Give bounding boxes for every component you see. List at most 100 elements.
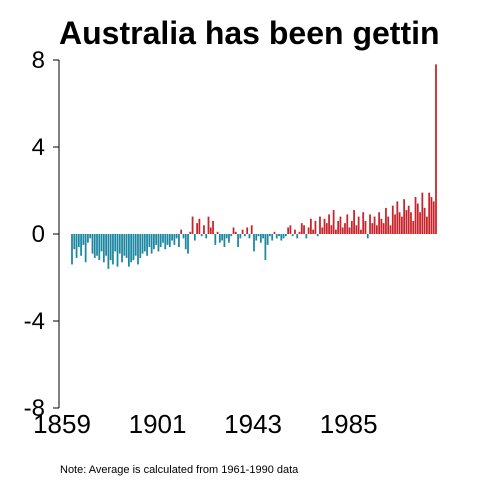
bar <box>303 225 305 234</box>
bar <box>430 197 433 234</box>
x-axis: 1859 1901 1943 1985 <box>33 409 377 439</box>
bar <box>275 234 278 239</box>
bar <box>187 234 189 254</box>
bar <box>319 216 321 234</box>
bar <box>218 234 221 243</box>
bar <box>419 212 421 234</box>
bar <box>312 229 315 234</box>
bar <box>269 234 271 237</box>
bar <box>366 234 369 239</box>
bar <box>248 234 251 239</box>
bar <box>239 234 242 239</box>
bar <box>223 234 226 248</box>
bar <box>396 201 399 235</box>
bar <box>391 205 394 234</box>
bar <box>403 199 406 234</box>
y-axis: 8 4 0 -4 -8 <box>24 47 59 422</box>
bar <box>380 218 383 234</box>
bar <box>257 234 260 237</box>
bar <box>127 234 130 267</box>
bar <box>266 234 269 245</box>
y-tick-label: 4 <box>32 134 45 161</box>
bar <box>107 234 110 269</box>
bar <box>335 229 337 234</box>
bar <box>112 234 114 265</box>
bar <box>287 227 290 234</box>
bar <box>109 234 112 261</box>
y-tick-label: -8 <box>24 395 45 422</box>
bar <box>232 227 235 234</box>
bar <box>230 234 233 237</box>
bar <box>212 220 214 234</box>
bar <box>77 234 80 248</box>
bar <box>118 234 121 254</box>
bar <box>387 216 390 234</box>
bar <box>314 220 317 234</box>
bar <box>371 223 374 235</box>
bar <box>102 234 105 263</box>
bar <box>166 234 169 245</box>
bar <box>337 220 340 234</box>
bar <box>389 225 392 234</box>
bar <box>344 223 346 235</box>
bar <box>159 234 162 248</box>
bar <box>164 234 167 250</box>
bar <box>96 234 98 256</box>
bar <box>296 234 299 239</box>
bar <box>325 223 328 235</box>
bar <box>141 234 144 254</box>
bar <box>362 212 365 234</box>
bar <box>350 220 353 234</box>
bar <box>414 197 417 234</box>
bar <box>89 234 92 239</box>
bar <box>423 207 426 234</box>
bar <box>148 234 151 248</box>
bar <box>71 234 73 265</box>
bar <box>369 214 371 234</box>
bar <box>125 234 128 258</box>
bar <box>278 234 280 237</box>
bar <box>214 234 217 245</box>
bar <box>435 64 437 234</box>
bars <box>71 64 437 269</box>
bar <box>291 234 294 237</box>
bar <box>216 231 219 234</box>
bar <box>271 234 274 241</box>
x-tick-label: 1901 <box>129 409 187 439</box>
bar <box>134 234 137 256</box>
bar <box>385 207 387 234</box>
y-tick-label: 8 <box>32 47 45 74</box>
bar <box>282 234 285 239</box>
bar <box>412 220 415 234</box>
bar <box>137 234 139 265</box>
bar <box>91 234 94 254</box>
bar <box>378 212 381 234</box>
bar <box>244 234 246 237</box>
bar <box>146 234 148 256</box>
bar <box>309 218 312 234</box>
bar <box>353 210 355 234</box>
bar <box>373 216 376 234</box>
bar <box>132 234 135 261</box>
bar <box>426 216 428 234</box>
bar <box>93 234 96 258</box>
bar <box>196 223 199 235</box>
bar <box>155 234 158 245</box>
chart-note: Note: Average is calculated from 1961-19… <box>60 464 299 476</box>
bar <box>339 216 342 234</box>
bar <box>259 234 262 243</box>
y-tick-label: -4 <box>24 308 45 335</box>
bar <box>234 231 237 234</box>
bar <box>364 220 367 234</box>
bar <box>405 210 408 234</box>
bar <box>157 234 160 252</box>
bar <box>421 192 424 234</box>
bar <box>191 216 194 234</box>
bar <box>139 234 142 258</box>
bar <box>237 234 239 248</box>
bar <box>225 234 228 239</box>
bar <box>150 234 153 254</box>
bar <box>264 234 267 261</box>
bar <box>182 234 185 239</box>
bar <box>407 205 410 234</box>
